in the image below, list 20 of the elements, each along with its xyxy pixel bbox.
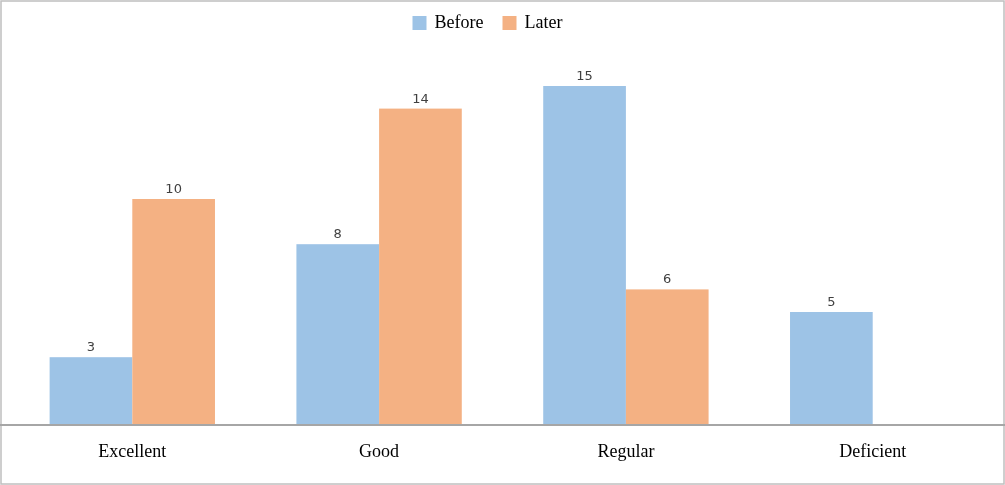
data-label: 14 bbox=[412, 90, 429, 106]
bar bbox=[790, 312, 873, 425]
bar bbox=[296, 244, 380, 425]
data-label: 5 bbox=[827, 294, 836, 309]
bar bbox=[132, 199, 215, 425]
data-label: 3 bbox=[86, 339, 96, 355]
bar bbox=[543, 86, 626, 425]
x-tick-label: Good bbox=[359, 441, 400, 461]
data-label: 6 bbox=[663, 271, 672, 287]
data-label: 8 bbox=[333, 226, 342, 242]
data-label: 15 bbox=[576, 68, 593, 83]
bar bbox=[49, 357, 133, 425]
bar bbox=[625, 289, 709, 425]
legend-label: Before bbox=[434, 12, 484, 32]
data-label: 10 bbox=[165, 181, 182, 196]
x-tick-label: Deficient bbox=[839, 441, 907, 461]
x-tick-label: Regular bbox=[597, 441, 655, 461]
bar bbox=[379, 108, 462, 425]
x-tick-label: Excellent bbox=[98, 441, 167, 461]
legend-label: Later bbox=[524, 12, 563, 32]
